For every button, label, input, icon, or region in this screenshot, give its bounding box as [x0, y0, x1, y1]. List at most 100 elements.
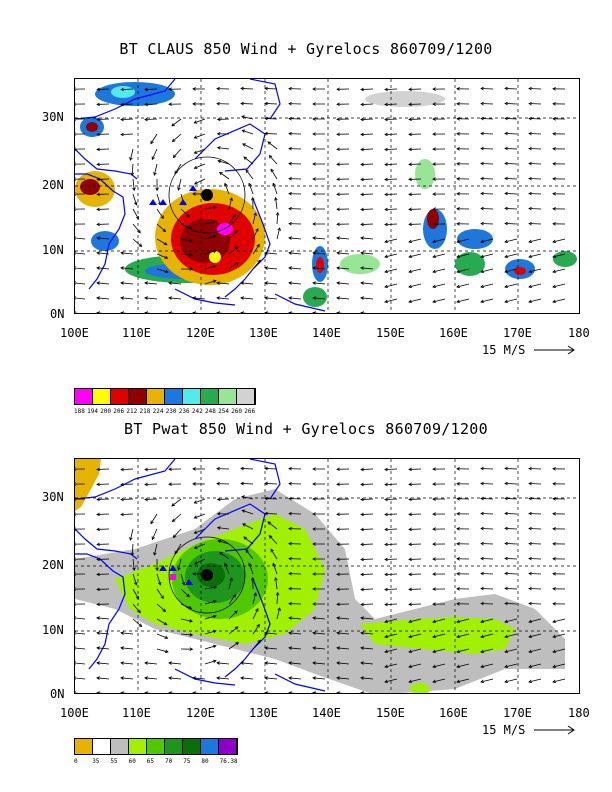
wind-arrow-head — [255, 227, 259, 232]
wind-arrow-head — [408, 222, 412, 227]
wind-arrow — [150, 513, 158, 524]
wind-arrow-head — [96, 236, 100, 240]
wind-arrow-head — [480, 221, 484, 226]
wind-arrow-head — [96, 162, 100, 167]
wind-arrow-head — [288, 661, 292, 665]
wind-arrow — [129, 148, 134, 161]
wind-arrow-head — [144, 87, 148, 92]
colorbar-swatch — [93, 739, 111, 754]
wind-arrow — [360, 647, 374, 650]
wind-arrow-head — [384, 177, 388, 182]
wind-arrow-head — [504, 191, 508, 196]
wind-arrow — [528, 238, 542, 243]
wind-arrow-head — [219, 551, 223, 556]
wind-arrow — [456, 618, 470, 623]
wind-arrow-head — [360, 602, 364, 607]
wind-arrow-head — [528, 191, 532, 196]
wind-arrow-head — [134, 201, 138, 206]
wind-arrow-head — [384, 299, 389, 304]
wind-arrow-head — [160, 595, 164, 600]
wind-arrow — [480, 223, 494, 225]
wind-arrow — [504, 103, 518, 105]
wind-arrow — [552, 253, 566, 258]
wind-arrow — [504, 588, 518, 590]
wind-arrow — [132, 223, 141, 233]
wind-arrow-head — [193, 545, 198, 550]
wind-arrow — [504, 513, 518, 515]
wind-arrow-head — [480, 466, 484, 471]
wind-arrow-head — [432, 147, 436, 151]
wind-arrow — [194, 528, 206, 534]
wind-arrow — [120, 483, 134, 485]
wind-arrow — [216, 662, 230, 665]
wind-arrow — [504, 178, 518, 180]
wind-arrow-head — [384, 117, 388, 122]
wind-arrow — [156, 603, 166, 612]
wind-arrow-head — [216, 86, 220, 91]
wind-arrow — [144, 312, 152, 313]
wind-arrow — [204, 630, 217, 635]
wind-arrow — [360, 528, 374, 530]
wind-arrow — [144, 88, 158, 90]
wind-arrow-head — [192, 192, 196, 196]
wind-arrow-head — [480, 619, 485, 624]
wind-arrow — [240, 312, 248, 313]
wind-arrow — [132, 603, 141, 613]
wind-arrow-head — [360, 87, 364, 92]
wind-arrow-head — [384, 147, 388, 152]
wind-arrow-head — [360, 236, 364, 240]
wind-arrow-head — [480, 556, 484, 561]
wind-arrow-head — [552, 602, 556, 606]
wind-arrow-head — [360, 467, 364, 472]
wind-arrow — [96, 312, 104, 313]
wind-arrow-head — [212, 264, 217, 269]
wind-arrow-head — [312, 646, 316, 650]
wind-arrow-head — [504, 86, 508, 91]
wind-arrow-head — [432, 542, 436, 546]
wind-arrow-head — [96, 102, 100, 107]
wind-arrow-head — [552, 132, 556, 136]
wind-arrow — [228, 262, 239, 270]
wind-arrow-head — [384, 602, 388, 607]
wind-arrow — [360, 237, 374, 240]
panel1-xtick-160e: 160E — [439, 326, 468, 340]
wind-arrow-head — [96, 572, 100, 577]
wind-arrow — [156, 633, 168, 639]
wind-arrow-head — [240, 311, 244, 313]
wind-arrow — [174, 543, 182, 554]
wind-arrow — [120, 468, 134, 470]
wind-arrow — [456, 648, 470, 653]
wind-arrow-head — [432, 602, 436, 606]
wind-arrow — [432, 268, 446, 273]
wind-arrow-head — [171, 518, 176, 523]
wind-arrow-head — [456, 619, 461, 624]
wind-arrow-head — [456, 634, 461, 639]
wind-arrow — [480, 298, 494, 303]
wind-arrow — [384, 678, 398, 683]
wind-arrow-head — [456, 497, 460, 501]
wind-arrow-head — [360, 117, 364, 122]
wind-arrow — [360, 118, 374, 120]
wind-arrow — [264, 103, 278, 105]
wind-arrow — [168, 662, 182, 665]
wind-arrow-head — [96, 251, 100, 255]
wind-arrow — [120, 632, 134, 635]
wind-arrow-head — [288, 86, 292, 91]
wind-arrow — [528, 298, 542, 303]
panel1-gyre-markers — [149, 185, 197, 205]
wind-arrow-head — [312, 661, 316, 665]
wind-arrow-head — [552, 299, 557, 304]
wind-arrow-head — [288, 496, 292, 501]
wind-arrow — [168, 312, 176, 313]
colorbar-label: 218 — [139, 408, 151, 415]
wind-arrow — [217, 540, 230, 545]
wind-arrow-head — [552, 87, 556, 91]
wind-arrow — [384, 88, 398, 90]
wind-arrow-head — [264, 661, 268, 665]
wind-arrow — [360, 103, 374, 105]
wind-arrow-head — [480, 496, 484, 501]
wind-arrow — [312, 237, 326, 240]
colorbar-label: 242 — [191, 408, 203, 415]
wind-arrow-head — [408, 542, 412, 547]
wind-arrow-head — [217, 539, 222, 544]
